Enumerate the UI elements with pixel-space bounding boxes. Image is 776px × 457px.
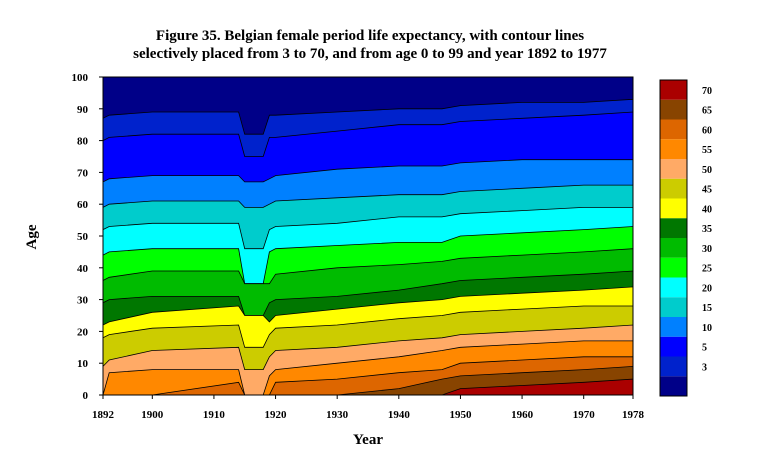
legend-swatch	[660, 356, 687, 377]
y-tick-label: 90	[77, 104, 89, 116]
y-tick-label: 10	[77, 358, 89, 370]
legend-swatch	[660, 257, 687, 278]
legend-label: 25	[702, 264, 712, 275]
color-legend: 70 65 60 55 50 45 40 35 30 25 20 15 10 5 3	[659, 79, 712, 397]
legend-swatch	[660, 376, 687, 397]
x-tick-label: 1900	[141, 409, 164, 421]
legend-swatch	[660, 119, 687, 140]
legend-swatch	[660, 159, 687, 179]
y-tick-label: 40	[77, 263, 89, 275]
y-tick-label: 100	[72, 72, 89, 84]
legend-frame	[659, 79, 688, 397]
y-axis-label: Age	[24, 224, 40, 249]
y-tick-label: 0	[83, 390, 89, 402]
legend-label: 45	[702, 185, 712, 196]
y-tick-label: 80	[77, 136, 89, 148]
legend-label: 30	[702, 244, 712, 255]
legend-swatch	[660, 317, 687, 337]
legend-swatch	[660, 80, 687, 100]
x-tick-label: 1940	[388, 409, 411, 421]
legend-swatch	[660, 336, 687, 357]
x-tick-label: 1960	[511, 409, 534, 421]
legend-swatch	[660, 198, 687, 219]
legend-label: 15	[702, 303, 712, 314]
legend-swatch	[660, 297, 687, 318]
legend-swatch	[660, 277, 687, 298]
x-tick-label: 1978	[622, 409, 645, 421]
chart-title-line-1: Figure 35. Belgian female period life ex…	[156, 28, 584, 44]
legend-label: 60	[702, 125, 712, 136]
y-tick-label: 70	[77, 167, 89, 179]
y-tick-label: 50	[77, 231, 89, 243]
legend-swatch	[660, 99, 687, 120]
y-tick-label: 60	[77, 199, 89, 211]
x-tick-label: 1930	[326, 409, 349, 421]
x-tick-label: 1950	[449, 409, 472, 421]
x-tick-label: 1910	[203, 409, 226, 421]
legend-label: 40	[702, 204, 712, 215]
legend-label: 65	[702, 106, 712, 117]
legend-swatch	[660, 139, 687, 160]
x-tick-label: 1892	[92, 409, 115, 421]
x-tick-label: 1970	[573, 409, 596, 421]
legend-label: 70	[702, 86, 712, 97]
x-tick-label: 1920	[265, 409, 288, 421]
legend-label: 3	[702, 362, 707, 373]
legend-label: 55	[702, 145, 712, 156]
legend-label: 5	[702, 343, 707, 354]
y-tick-label: 30	[77, 295, 89, 307]
legend-label: 10	[702, 323, 712, 334]
legend-label: 35	[702, 224, 712, 235]
y-tick-label: 20	[77, 326, 89, 338]
x-axis-ticks: 1892 1900 1910 1920 1930 1940 1950 1960 1970 1978	[92, 395, 645, 421]
y-axis-ticks: 0 10 20 30 40 50 60 70 80 90 100	[72, 72, 103, 402]
legend-swatch	[660, 178, 687, 199]
contour-bands	[102, 77, 634, 396]
legend-label: 20	[702, 283, 712, 294]
legend-swatch	[660, 218, 687, 239]
legend-label: 50	[702, 165, 712, 176]
x-axis-label: Year	[353, 432, 383, 448]
chart-title-line-2: selectively placed from 3 to 70, and fro…	[133, 46, 607, 62]
legend-swatch	[660, 238, 687, 258]
